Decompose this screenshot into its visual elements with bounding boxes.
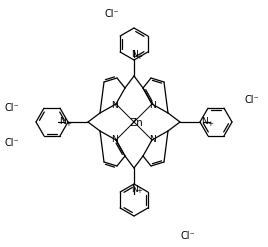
Text: N: N xyxy=(59,118,66,126)
Text: Cl⁻: Cl⁻ xyxy=(5,138,19,148)
Text: Cl⁻: Cl⁻ xyxy=(181,231,195,241)
Text: N: N xyxy=(150,101,156,109)
Text: +: + xyxy=(136,54,142,60)
Text: N: N xyxy=(112,135,118,144)
Text: N: N xyxy=(202,118,209,126)
Text: Cl⁻: Cl⁻ xyxy=(105,9,119,19)
Text: Cl⁻: Cl⁻ xyxy=(245,95,259,105)
Text: Cl⁻: Cl⁻ xyxy=(5,103,19,113)
Text: +: + xyxy=(65,121,71,127)
Text: N: N xyxy=(150,135,156,144)
Text: N: N xyxy=(131,185,137,193)
Text: Zn: Zn xyxy=(129,118,143,128)
Text: +: + xyxy=(207,121,213,127)
Text: N: N xyxy=(131,50,137,60)
Text: +: + xyxy=(136,188,142,194)
Text: N: N xyxy=(112,101,118,109)
